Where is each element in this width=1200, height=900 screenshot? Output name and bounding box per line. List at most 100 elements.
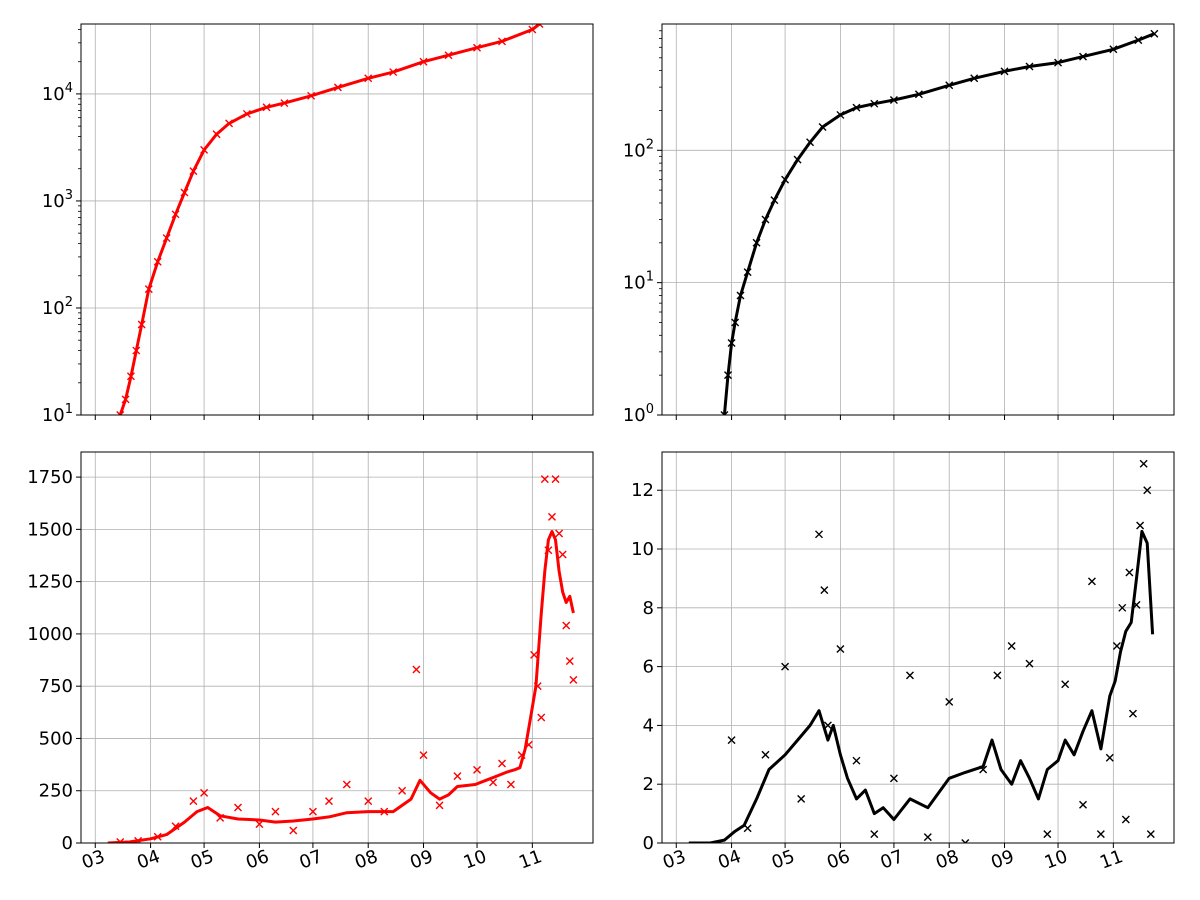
- data-point: [1054, 58, 1063, 67]
- data-point: [473, 765, 482, 774]
- plot-area: [116, 24, 544, 415]
- data-point: [134, 836, 143, 843]
- data-point: [1043, 830, 1052, 839]
- data-point: [1121, 815, 1130, 824]
- data-point: [271, 807, 280, 816]
- y-tick-label: 750: [39, 676, 73, 697]
- y-tick-label: 103: [42, 188, 73, 212]
- data-point: [412, 665, 421, 674]
- data-point: [727, 338, 736, 347]
- data-point: [530, 650, 539, 659]
- data-point: [153, 832, 162, 841]
- data-point: [870, 830, 879, 839]
- data-point: [743, 268, 752, 277]
- axes-frame: [80, 451, 594, 844]
- plot-area: [107, 475, 578, 843]
- data-point: [473, 43, 482, 52]
- data-point: [1112, 642, 1121, 651]
- data-point: [870, 99, 879, 108]
- data-point: [419, 751, 428, 760]
- y-tick-label: 1000: [27, 624, 73, 645]
- panel-top-right: 100 101 102: [623, 23, 1175, 426]
- data-point: [770, 196, 779, 205]
- data-point: [736, 291, 745, 300]
- data-point: [852, 103, 861, 112]
- panel-top-left: 101 102 103 104: [42, 23, 594, 426]
- y-tick-label: 0: [643, 833, 654, 854]
- plot-area: [688, 459, 1155, 843]
- data-point: [255, 820, 264, 829]
- data-point: [216, 813, 225, 822]
- data-point: [724, 371, 733, 380]
- data-point: [1079, 800, 1088, 809]
- data-point: [1105, 753, 1114, 762]
- data-point: [555, 529, 564, 538]
- data-point: [453, 772, 462, 781]
- y-tick-label: 1500: [27, 519, 73, 540]
- data-point: [1146, 830, 1155, 839]
- data-point: [171, 210, 180, 219]
- data-point: [562, 621, 571, 630]
- data-point: [781, 662, 790, 671]
- data-point: [1143, 486, 1152, 495]
- data-point: [731, 318, 740, 327]
- data-point: [1125, 568, 1134, 577]
- data-point: [126, 372, 135, 381]
- data-point: [233, 803, 242, 812]
- data-point: [116, 837, 125, 843]
- data-point: [308, 807, 317, 816]
- data-point: [171, 822, 180, 831]
- y-tick-label: 101: [623, 270, 654, 294]
- data-point: [1109, 45, 1118, 54]
- data-point: [761, 750, 770, 759]
- data-point: [116, 411, 125, 415]
- data-point: [820, 586, 829, 595]
- data-point: [1079, 52, 1088, 61]
- data-point: [781, 175, 790, 184]
- data-point: [498, 759, 507, 768]
- data-point: [1150, 29, 1159, 38]
- data-point: [565, 657, 574, 666]
- data-point: [162, 234, 171, 243]
- data-point: [506, 780, 515, 789]
- data-point: [364, 74, 373, 83]
- data-point: [189, 797, 198, 806]
- data-point: [380, 807, 389, 816]
- data-point: [242, 109, 251, 118]
- data-point: [923, 833, 932, 842]
- y-tick-label: 102: [42, 295, 73, 319]
- data-point: [1139, 459, 1148, 468]
- y-tick-label: 12: [631, 480, 654, 501]
- data-point: [1132, 600, 1141, 609]
- data-point: [1007, 642, 1016, 651]
- data-point: [945, 697, 954, 706]
- data-point: [342, 780, 351, 789]
- data-point: [905, 671, 914, 680]
- data-point: [793, 155, 802, 164]
- data-point: [289, 826, 298, 835]
- data-point: [524, 740, 533, 749]
- data-point: [200, 145, 209, 154]
- data-point: [806, 138, 815, 147]
- series-line: [107, 530, 575, 843]
- data-point: [547, 512, 556, 521]
- data-point: [517, 751, 526, 760]
- data-point: [1134, 36, 1143, 45]
- data-point: [280, 99, 289, 108]
- data-point: [324, 797, 333, 806]
- data-point: [761, 215, 770, 224]
- data-point: [1087, 577, 1096, 586]
- data-point: [1025, 62, 1034, 71]
- data-point: [444, 51, 453, 60]
- y-tick-label: 1750: [27, 467, 73, 488]
- data-point: [489, 778, 498, 787]
- data-point: [200, 788, 209, 797]
- data-point: [558, 550, 567, 559]
- data-point: [823, 721, 832, 730]
- data-point: [836, 110, 845, 119]
- data-point: [797, 794, 806, 803]
- data-point: [743, 824, 752, 833]
- data-point: [970, 74, 979, 83]
- data-point: [979, 765, 988, 774]
